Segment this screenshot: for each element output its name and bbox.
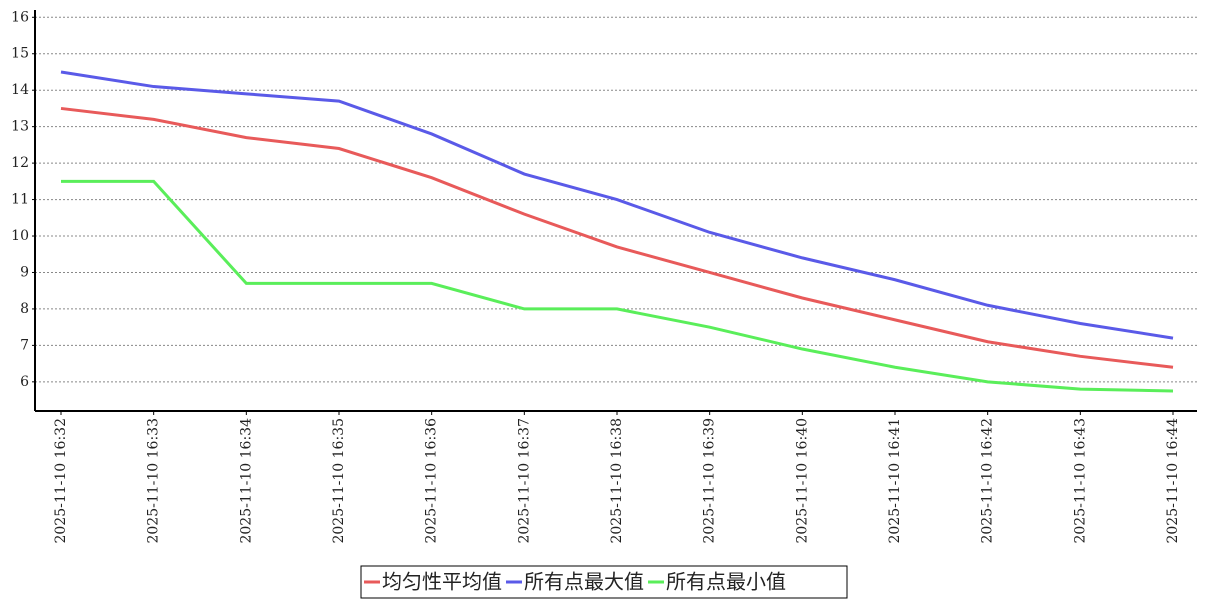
series-line: [60, 70, 1174, 340]
y-tick-label: 8: [20, 301, 29, 317]
x-tick-label: 2025-11-10 16:34: [238, 418, 254, 544]
y-tick-label: 14: [11, 82, 29, 98]
y-tick-label: 6: [20, 374, 29, 390]
y-tick-label: 11: [11, 192, 29, 208]
x-tick-label: 2025-11-10 16:44: [1165, 418, 1181, 544]
y-tick-label: 13: [11, 119, 29, 135]
y-tick-label: 12: [11, 155, 29, 171]
legend: 均匀性平均值 所有点最大值 所有点最小值: [360, 565, 848, 599]
x-tick-label: 2025-11-10 16:35: [331, 418, 347, 544]
legend-label: 所有点最大值: [524, 570, 644, 594]
series-line: [60, 106, 1174, 369]
series-line: [61, 179, 1174, 393]
y-tick-label: 7: [20, 337, 29, 353]
legend-label: 所有点最小值: [666, 570, 786, 594]
x-tick-label: 2025-11-10 16:38: [609, 418, 625, 544]
x-tick-label: 2025-11-10 16:42: [980, 418, 996, 544]
x-tick-label: 2025-11-10 16:40: [794, 418, 810, 544]
x-tick-label: 2025-11-10 16:36: [424, 418, 440, 544]
legend-box: [360, 565, 848, 599]
x-tick-label: 2025-11-10 16:43: [1072, 418, 1088, 544]
x-tick-label: 2025-11-10 16:33: [146, 418, 162, 544]
x-tick-label: 2025-11-10 16:37: [516, 418, 532, 544]
legend-label: 均匀性平均值: [382, 570, 502, 594]
x-tick-label: 2025-11-10 16:39: [702, 418, 718, 544]
y-tick-label: 16: [11, 9, 29, 25]
y-tick-label: 15: [11, 46, 29, 62]
x-tick-label: 2025-11-10 16:41: [887, 418, 903, 544]
y-tick-label: 9: [20, 264, 29, 280]
y-tick-label: 10: [11, 228, 29, 244]
x-tick-label: 2025-11-10 16:32: [53, 418, 69, 544]
